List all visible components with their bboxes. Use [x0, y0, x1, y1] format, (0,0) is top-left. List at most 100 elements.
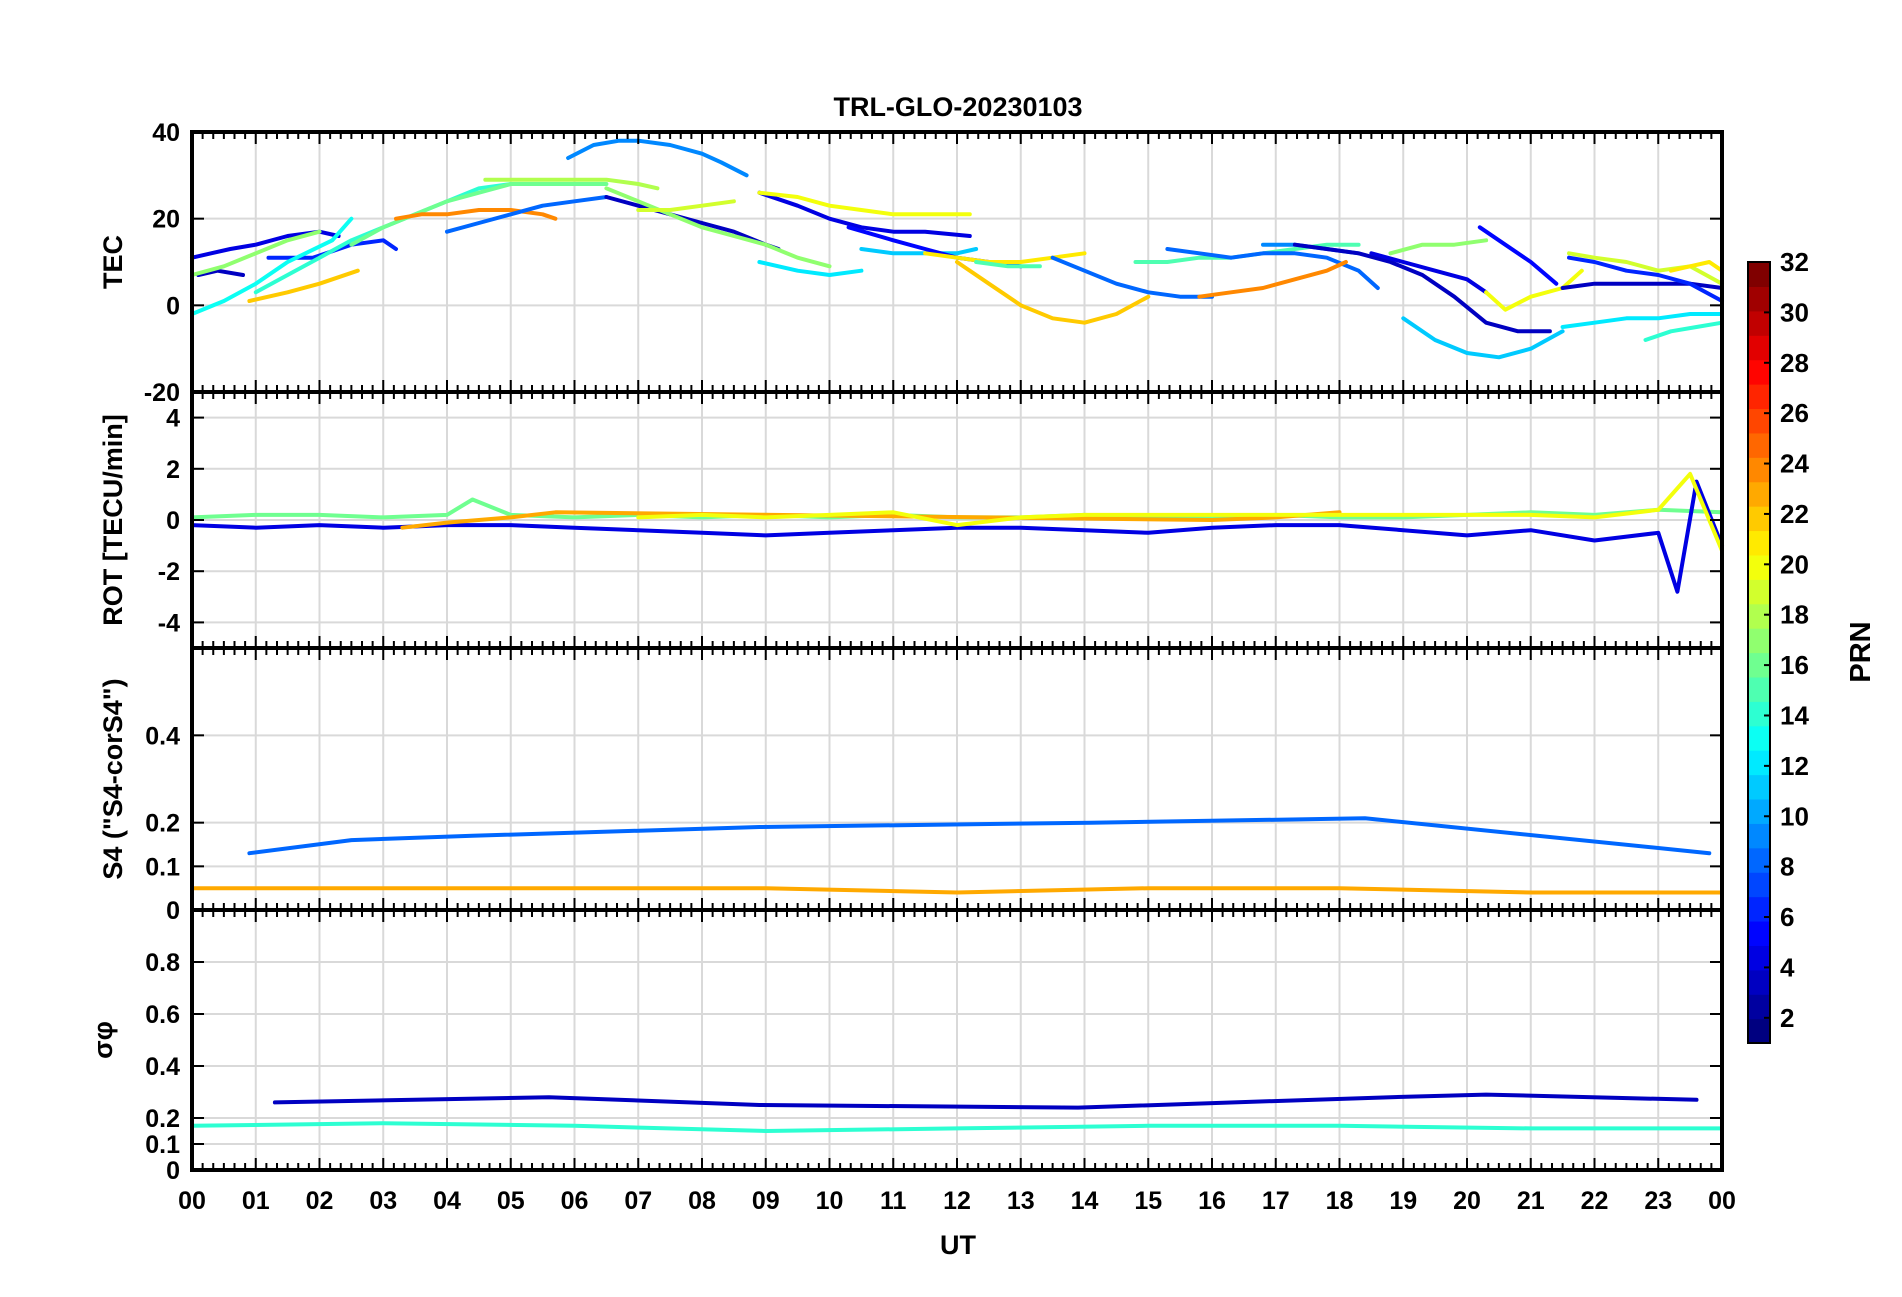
x-tick-label: 21 — [1517, 1187, 1545, 1215]
panel-tec: -20 0 20 40 TEC — [98, 119, 1724, 407]
tec-series-line — [445, 195, 609, 234]
x-tick-label: 02 — [306, 1187, 334, 1215]
rot-y-tick-label: 4 — [166, 405, 180, 433]
tec-series-line — [757, 190, 972, 238]
sigma-y-tick-label: 0.6 — [145, 1001, 180, 1029]
sigma-axes-frame — [190, 908, 1724, 1172]
rot-y-axis-label: ROT [TECU/min] — [98, 414, 128, 625]
s4-y-tick-label: 0 — [166, 897, 180, 925]
x-tick-label: 01 — [242, 1187, 270, 1215]
colorbar-segment — [1748, 945, 1770, 971]
colorbar-segment — [1748, 579, 1770, 605]
x-tick-label: 09 — [752, 1187, 780, 1215]
colorbar-segment — [1748, 432, 1770, 458]
tec-series-line — [483, 177, 660, 191]
x-tick-label: 03 — [369, 1187, 397, 1215]
colorbar-tick-label: 14 — [1780, 700, 1809, 730]
tec-series-line — [604, 186, 832, 269]
tec-series-line — [1567, 255, 1724, 303]
colorbar-tick-label: 24 — [1780, 449, 1809, 479]
rot-y-tick-label: -2 — [158, 558, 180, 586]
colorbar-tick-label: 32 — [1780, 247, 1809, 277]
tec-series-line — [955, 260, 1151, 325]
colorbar-tick-label: 8 — [1780, 852, 1794, 882]
x-tick-label: 00 — [178, 1187, 206, 1215]
colorbar-segment — [1748, 481, 1770, 507]
x-tick-label: 07 — [624, 1187, 652, 1215]
colorbar-segment — [1748, 896, 1770, 922]
tec-series-line — [1388, 238, 1489, 256]
s4-y-axis-label: S4 ("S4-corS4") — [98, 678, 128, 879]
tec-series-line — [757, 190, 972, 217]
sigma-series-line — [272, 1092, 1699, 1110]
x-tick-labels: 00 01 02 03 04 05 06 07 08 09 10 11 12 13 14 15 16 17 18 19… — [178, 1187, 1736, 1215]
colorbar-segment — [1748, 750, 1770, 776]
x-tick-label: 14 — [1071, 1187, 1099, 1215]
tec-series-line — [1165, 247, 1380, 290]
rot-y-tick-label: 2 — [166, 456, 180, 484]
colorbar-tick-label: 18 — [1780, 600, 1809, 630]
x-tick-label: 05 — [497, 1187, 525, 1215]
s4-y-tick-label: 0.2 — [145, 810, 180, 838]
colorbar-label: PRN — [1845, 621, 1877, 682]
x-tick-label: 12 — [943, 1187, 971, 1215]
colorbar-segment — [1748, 554, 1770, 580]
tec-series-line — [1643, 320, 1724, 342]
x-tick-label: 23 — [1644, 1187, 1672, 1215]
colorbar-segment — [1748, 725, 1770, 751]
colorbar-segment — [1748, 506, 1770, 532]
colorbar-segment — [1748, 969, 1770, 995]
tec-series-line — [394, 208, 558, 221]
colorbar-segment — [1748, 457, 1770, 483]
panel-sigma: 00.10.2 0.4 0.6 0.8 σφ — [88, 908, 1724, 1185]
colorbar-tick-label: 10 — [1780, 801, 1809, 831]
colorbar-segment — [1748, 310, 1770, 336]
tec-series-line — [1567, 251, 1724, 286]
x-tick-label: 17 — [1262, 1187, 1290, 1215]
tec-series-line — [1369, 251, 1489, 295]
tec-y-tick-label: 0 — [166, 292, 180, 320]
colorbar-tick-label: 16 — [1780, 650, 1809, 680]
tec-series-line — [923, 251, 1087, 264]
colorbar-segment — [1748, 335, 1770, 361]
tec-series-line — [190, 229, 322, 277]
colorbar-segment — [1748, 530, 1770, 556]
s4-series-line — [190, 886, 1724, 895]
colorbar-tick-label: 28 — [1780, 348, 1809, 378]
colorbar-segment — [1748, 798, 1770, 824]
rot-series-line — [190, 479, 1724, 594]
tec-series-line — [974, 260, 1042, 269]
panel-s4: 0 0.1 0.2 0.4 S4 ("S4-corS4") — [98, 646, 1724, 925]
chart-title: TRL-GLO-20230103 — [833, 92, 1082, 122]
rot-series-line — [400, 510, 1342, 530]
rot-y-tick-label: -4 — [158, 609, 180, 637]
tec-y-tick-label: 40 — [152, 119, 180, 147]
tec-series-line — [1292, 242, 1552, 334]
tec-series-line — [1050, 255, 1214, 299]
colorbar-frame — [1747, 261, 1771, 1044]
sigma-series-line — [190, 1121, 1724, 1133]
colorbar-segment — [1748, 1018, 1770, 1044]
tec-series-line — [636, 199, 736, 212]
tec-series-line — [566, 138, 749, 178]
tec-series-line — [349, 182, 609, 247]
sigma-y-tick-label: 0.4 — [145, 1053, 180, 1081]
colorbar-segment — [1748, 701, 1770, 727]
colorbar-tick-label: 30 — [1780, 297, 1809, 327]
colorbar-segment — [1748, 920, 1770, 946]
tec-series-line — [1477, 225, 1559, 286]
sigma-y-tick-label: 0 — [166, 1157, 180, 1185]
tec-series-line — [1197, 260, 1348, 299]
s4-y-tick-label: 0.4 — [145, 722, 180, 750]
x-tick-label: 22 — [1581, 1187, 1609, 1215]
panel-rot: -4 -2 0 2 4 ROT [TECU/min] — [98, 390, 1724, 650]
colorbar-segment — [1748, 872, 1770, 898]
tec-series-line — [757, 260, 864, 277]
rot-series-line — [636, 471, 1724, 553]
tec-y-tick-label: -20 — [144, 379, 180, 407]
x-tick-label: 13 — [1007, 1187, 1035, 1215]
colorbar-segment — [1748, 628, 1770, 654]
